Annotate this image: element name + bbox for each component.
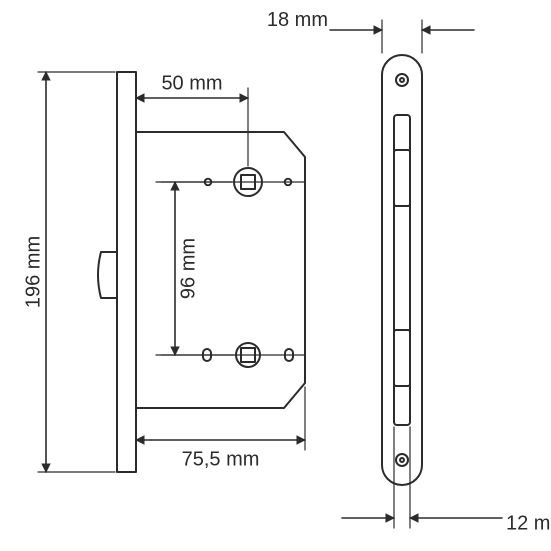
dim-label-50: 50 mm	[161, 72, 222, 94]
strike-plate-inner	[394, 115, 410, 425]
strike-plate-outer	[382, 55, 422, 485]
strike-cutout	[394, 330, 410, 386]
strike-screw-center	[400, 78, 404, 82]
lock-faceplate	[117, 72, 136, 472]
lock-technical-drawing: 196 mm 96 mm 50 mm 75,5 mm 18 mm 12 mm	[0, 0, 551, 551]
strike-screw-center	[400, 458, 404, 462]
dim-label-12: 12 mm	[506, 512, 551, 534]
dim-label-96: 96 mm	[177, 238, 199, 299]
dim-label-18: 18 mm	[267, 9, 328, 31]
lock-case-outline	[136, 132, 305, 408]
strike-cutout	[394, 150, 410, 206]
strike-screw-hole	[396, 74, 408, 86]
dim-label-75: 75,5 mm	[182, 448, 260, 470]
dim-label-196: 196 mm	[22, 236, 44, 308]
strike-screw-hole	[396, 454, 408, 466]
latch-bolt	[98, 252, 117, 298]
